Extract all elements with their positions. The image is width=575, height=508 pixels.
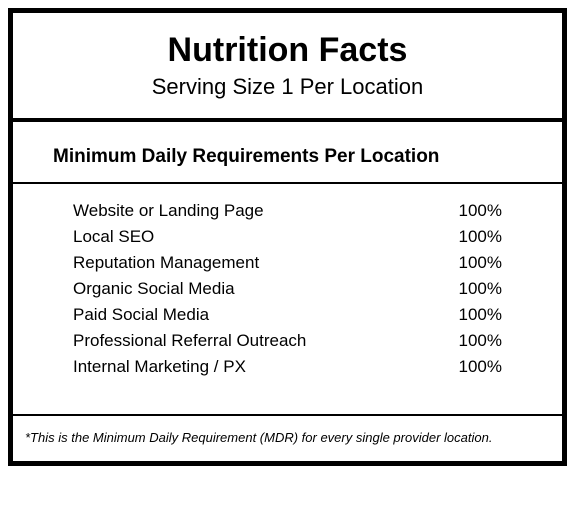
table-row: Internal Marketing / PX 100%: [73, 354, 502, 380]
row-value: 100%: [459, 305, 502, 325]
table-row: Website or Landing Page 100%: [73, 198, 502, 224]
row-value: 100%: [459, 279, 502, 299]
table-row: Paid Social Media 100%: [73, 302, 502, 328]
footer: *This is the Minimum Daily Requirement (…: [13, 416, 562, 461]
row-value: 100%: [459, 331, 502, 351]
table-row: Reputation Management 100%: [73, 250, 502, 276]
footnote: *This is the Minimum Daily Requirement (…: [25, 430, 550, 445]
row-label: Local SEO: [73, 227, 154, 247]
section-title: Minimum Daily Requirements Per Location: [53, 146, 522, 168]
table-row: Professional Referral Outreach 100%: [73, 328, 502, 354]
table-row: Organic Social Media 100%: [73, 276, 502, 302]
row-value: 100%: [459, 357, 502, 377]
row-label: Website or Landing Page: [73, 201, 264, 221]
row-label: Internal Marketing / PX: [73, 357, 246, 377]
nutrition-panel: Nutrition Facts Serving Size 1 Per Locat…: [8, 8, 567, 466]
section-header: Minimum Daily Requirements Per Location: [13, 122, 562, 182]
row-label: Professional Referral Outreach: [73, 331, 306, 351]
row-value: 100%: [459, 201, 502, 221]
row-label: Organic Social Media: [73, 279, 235, 299]
items-list: Website or Landing Page 100% Local SEO 1…: [13, 184, 562, 414]
row-value: 100%: [459, 253, 502, 273]
header: Nutrition Facts Serving Size 1 Per Locat…: [13, 13, 562, 118]
row-value: 100%: [459, 227, 502, 247]
panel-subtitle: Serving Size 1 Per Location: [33, 74, 542, 100]
row-label: Paid Social Media: [73, 305, 209, 325]
panel-title: Nutrition Facts: [33, 31, 542, 70]
row-label: Reputation Management: [73, 253, 259, 273]
table-row: Local SEO 100%: [73, 224, 502, 250]
